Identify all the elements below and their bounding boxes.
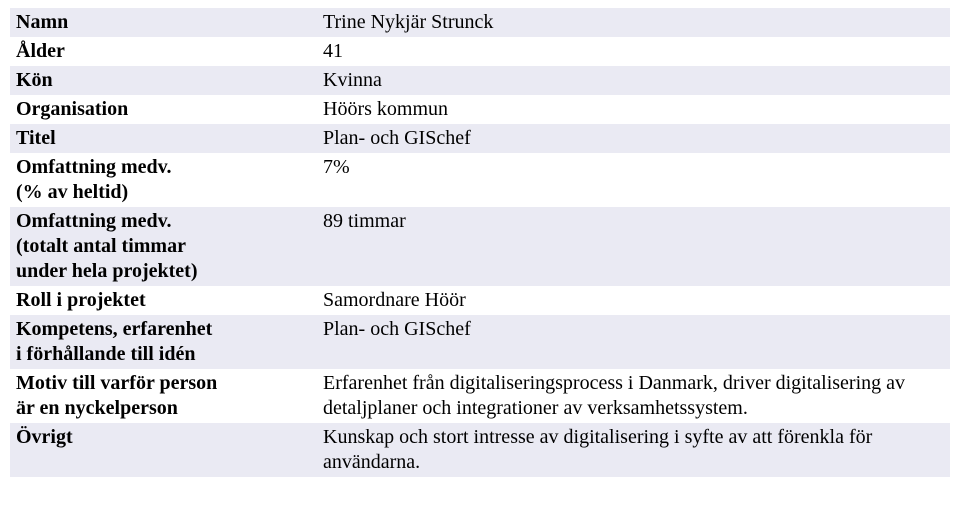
row-value: Kvinna (317, 66, 950, 95)
table-row: Omfattning medv.(totalt antal timmarunde… (10, 207, 950, 286)
row-label: Omfattning medv.(totalt antal timmarunde… (10, 207, 317, 286)
row-label: Roll i projektet (10, 286, 317, 315)
row-label: Omfattning medv.(% av heltid) (10, 153, 317, 207)
table-row: OrganisationHöörs kommun (10, 95, 950, 124)
table-row: Kompetens, erfarenheti förhållande till … (10, 315, 950, 369)
row-label: Namn (10, 8, 317, 37)
table-row: Roll i projektetSamordnare Höör (10, 286, 950, 315)
row-label: Organisation (10, 95, 317, 124)
row-value: 89 timmar (317, 207, 950, 286)
row-label: Titel (10, 124, 317, 153)
table-row: NamnTrine Nykjär Strunck (10, 8, 950, 37)
profile-table: NamnTrine Nykjär StrunckÅlder41KönKvinna… (10, 8, 950, 477)
row-label: Kön (10, 66, 317, 95)
row-value: Höörs kommun (317, 95, 950, 124)
row-value: 41 (317, 37, 950, 66)
row-value: Samordnare Höör (317, 286, 950, 315)
table-row: TitelPlan- och GISchef (10, 124, 950, 153)
table-row: KönKvinna (10, 66, 950, 95)
row-label: Motiv till varför personär en nyckelpers… (10, 369, 317, 423)
row-value: Plan- och GISchef (317, 315, 950, 369)
table-row: ÖvrigtKunskap och stort intresse av digi… (10, 423, 950, 477)
row-value: Kunskap och stort intresse av digitalise… (317, 423, 950, 477)
table-row: Ålder41 (10, 37, 950, 66)
row-label: Ålder (10, 37, 317, 66)
row-value: 7% (317, 153, 950, 207)
row-value: Plan- och GISchef (317, 124, 950, 153)
row-label: Kompetens, erfarenheti förhållande till … (10, 315, 317, 369)
row-label: Övrigt (10, 423, 317, 477)
row-value: Erfarenhet från digitaliseringsprocess i… (317, 369, 950, 423)
table-row: Motiv till varför personär en nyckelpers… (10, 369, 950, 423)
table-row: Omfattning medv.(% av heltid)7% (10, 153, 950, 207)
row-value: Trine Nykjär Strunck (317, 8, 950, 37)
